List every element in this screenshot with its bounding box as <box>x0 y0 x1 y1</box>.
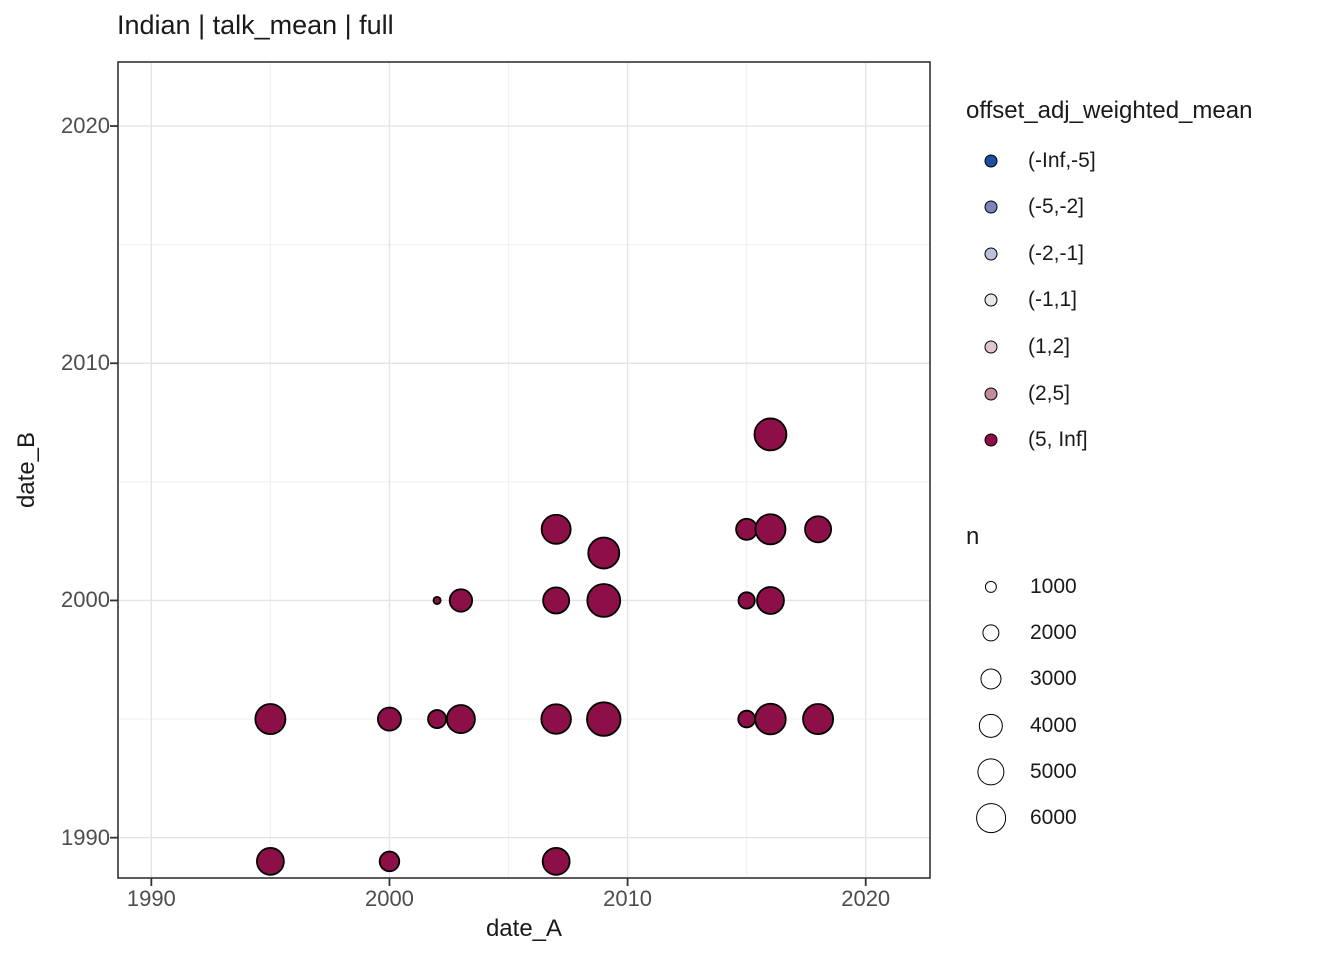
data-point <box>254 703 287 736</box>
color-legend-key-icon <box>984 154 998 167</box>
color-legend-item-label: (5, Inf] <box>1028 428 1088 452</box>
x-tick-label: 1990 <box>126 886 176 911</box>
x-tick-label: 2000 <box>364 886 414 911</box>
size-legend-item-label: 4000 <box>1030 713 1077 737</box>
color-legend-item-label: (1,2] <box>1028 334 1071 358</box>
color-legend-item-label: (-1,1] <box>1028 288 1078 312</box>
data-point <box>541 847 571 876</box>
data-point <box>432 595 442 605</box>
y-tick-label: 2010 <box>61 350 110 376</box>
data-point <box>804 515 833 544</box>
size-legend-item-label: 3000 <box>1030 667 1077 691</box>
color-legend-item-label: (-Inf,-5] <box>1028 148 1096 172</box>
size-legend-key-icon <box>977 758 1005 786</box>
data-point <box>737 709 756 729</box>
y-tick-label: 2020 <box>61 113 110 139</box>
data-point <box>587 536 621 570</box>
color-legend-key-icon <box>984 387 998 400</box>
color-legend-item-label: (-5,-2] <box>1028 195 1085 219</box>
data-point <box>586 583 622 618</box>
y-tick-label: 2000 <box>61 587 110 613</box>
data-point <box>753 417 788 452</box>
data-point <box>377 706 402 732</box>
data-point <box>427 709 448 729</box>
size-legend-item-label: 1000 <box>1030 575 1077 598</box>
size-legend-key-icon <box>984 580 998 594</box>
color-legend-key-icon <box>984 200 998 214</box>
data-point <box>754 513 787 546</box>
data-point <box>448 588 474 613</box>
data-point <box>756 586 785 615</box>
data-point <box>256 847 285 876</box>
x-axis-title: date_A <box>485 915 563 942</box>
size-legend-item-label: 2000 <box>1030 621 1077 645</box>
size-legend-key-icon <box>976 803 1006 833</box>
size-legend-title: n <box>966 523 980 550</box>
color-legend-item-label: (2,5] <box>1028 381 1071 405</box>
size-legend-key-icon <box>982 624 1000 642</box>
data-point <box>735 517 759 541</box>
color-legend-key-icon <box>984 247 998 261</box>
color-legend-key-icon <box>984 433 998 447</box>
data-point <box>542 586 571 615</box>
data-point <box>540 513 572 545</box>
data-point <box>754 702 787 736</box>
data-point <box>737 591 756 610</box>
color-legend-title: offset_adj_weighted_mean <box>966 97 1253 124</box>
y-axis-title: date_B <box>13 431 40 509</box>
panel-border <box>117 61 931 879</box>
data-point <box>378 850 401 873</box>
data-point <box>540 703 572 735</box>
x-tick-label: 2020 <box>841 886 891 911</box>
x-tick-label: 2010 <box>603 886 653 911</box>
color-legend-key-icon <box>984 293 998 307</box>
y-tick-label: 1990 <box>61 824 110 850</box>
size-legend-key-icon <box>980 668 1002 690</box>
chart-title: Indian | talk_mean | full <box>117 10 394 40</box>
size-legend-key-icon <box>978 713 1004 738</box>
data-point <box>445 704 476 734</box>
data-point <box>586 701 622 737</box>
data-point <box>802 703 835 736</box>
size-legend-item-label: 6000 <box>1030 806 1077 829</box>
size-legend-item-label: 5000 <box>1030 759 1077 783</box>
color-legend-item-label: (-2,-1] <box>1028 241 1085 265</box>
color-legend-key-icon <box>984 340 998 354</box>
